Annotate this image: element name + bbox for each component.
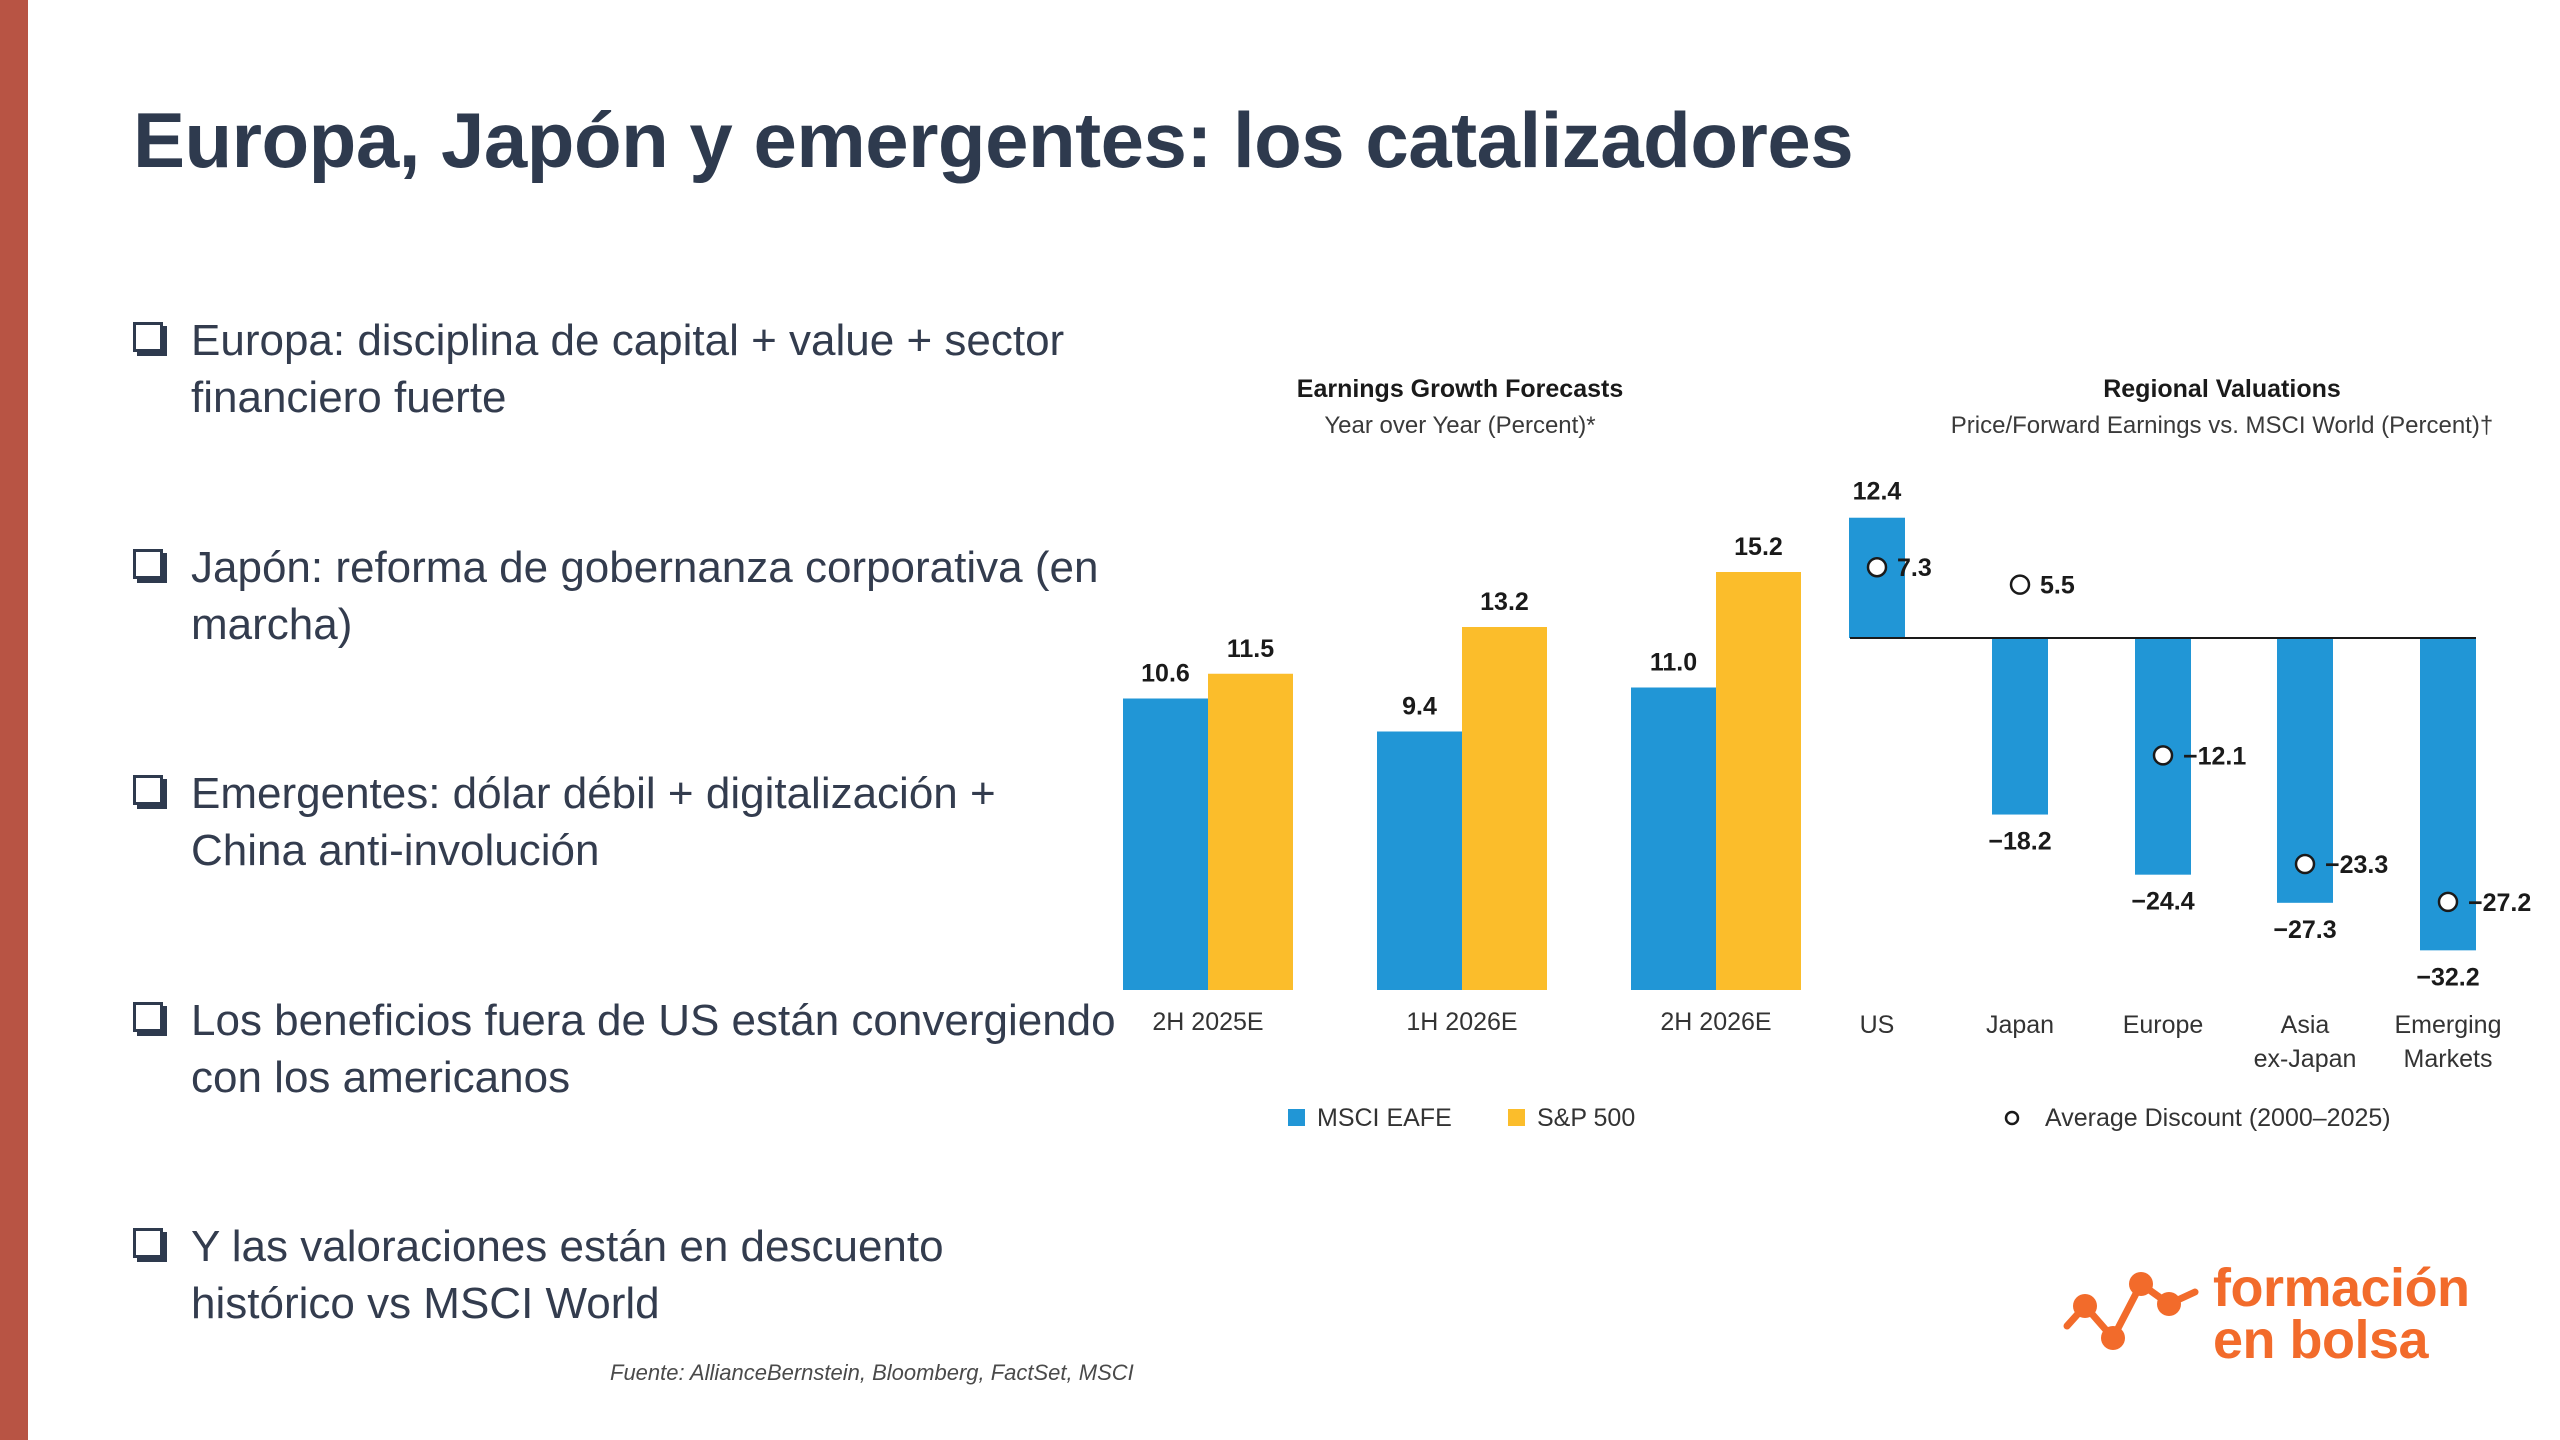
legend-label: Average Discount (2000–2025) xyxy=(2045,1104,2391,1132)
chart-subtitle: Price/Forward Earnings vs. MSCI World (P… xyxy=(1951,412,2493,439)
avg-discount-marker xyxy=(2437,891,2459,913)
source-note: Fuente: AllianceBernstein, Bloomberg, Fa… xyxy=(610,1360,1134,1385)
avg-discount-marker xyxy=(2009,574,2031,595)
bar xyxy=(1208,673,1293,990)
bullet-text: Japón: reforma de gobernanza corporativa… xyxy=(191,543,1099,649)
logo-wordmark: formación en bolsa xyxy=(2213,1258,2470,1370)
tick-label: Emerging xyxy=(2395,1011,2502,1039)
data-label: 15.2 xyxy=(1734,533,1783,561)
data-label: 11.0 xyxy=(1650,649,1697,677)
avg-discount-label: −27.2 xyxy=(2468,889,2531,917)
avg-discount-marker xyxy=(1866,556,1888,578)
chart-title: Earnings Growth Forecasts xyxy=(1297,375,1623,403)
tick-label: Japan xyxy=(1986,1011,2054,1039)
tick-label: Europe xyxy=(2123,1011,2204,1039)
bullet-text: Los beneficios fuera de US están converg… xyxy=(191,996,1116,1102)
bullet-text: Emergentes: dólar débil + digitalización… xyxy=(191,769,996,875)
accent-side-bar xyxy=(0,0,28,1440)
legend-swatch xyxy=(1288,1109,1305,1126)
bullet-text: Europa: disciplina de capital + value + … xyxy=(191,316,1065,422)
chart-title: Regional Valuations xyxy=(2103,375,2341,403)
bullet-text: Y las valoraciones están en descuento hi… xyxy=(191,1222,944,1328)
chart-figure: Earnings Growth Forecasts Year over Year … xyxy=(1123,375,2531,1132)
bullet-item: Japón: reforma de gobernanza corporativa… xyxy=(133,539,1123,653)
checkbox-bullet-icon xyxy=(133,549,163,579)
avg-discount-label: −12.1 xyxy=(2183,742,2246,770)
tick-label: 2H 2026E xyxy=(1660,1008,1771,1036)
checkbox-bullet-icon xyxy=(133,322,163,352)
bullet-item: Y las valoraciones están en descuento hi… xyxy=(133,1218,1123,1332)
bar xyxy=(1631,687,1716,990)
avg-discount-label: 5.5 xyxy=(2040,572,2075,600)
data-label: 11.5 xyxy=(1227,635,1274,663)
legend-swatch xyxy=(1508,1109,1525,1126)
checkbox-bullet-icon xyxy=(133,1002,163,1032)
data-label: −24.4 xyxy=(2131,888,2194,916)
formacion-en-bolsa-logo-icon xyxy=(2063,1272,2199,1350)
earnings-growth-chart: Earnings Growth Forecasts Year over Year … xyxy=(1123,375,1801,1132)
chart-subtitle: Year over Year (Percent)* xyxy=(1324,412,1595,439)
bar xyxy=(1462,627,1547,990)
data-label: 13.2 xyxy=(1480,588,1529,616)
data-label: −18.2 xyxy=(1988,828,2051,856)
bullet-item: Europa: disciplina de capital + value + … xyxy=(133,312,1123,426)
avg-discount-label: −23.3 xyxy=(2325,851,2388,879)
data-label: 12.4 xyxy=(1853,478,1902,506)
tick-label: Markets xyxy=(2404,1045,2493,1073)
bar xyxy=(1377,731,1462,990)
regional-valuations-chart: Regional Valuations Price/Forward Earning… xyxy=(1849,375,2531,1132)
data-label: −32.2 xyxy=(2416,963,2479,991)
bullet-item: Emergentes: dólar débil + digitalización… xyxy=(133,765,1123,879)
logo-line-2: en bolsa xyxy=(2213,1310,2429,1370)
data-label: 10.6 xyxy=(1141,660,1190,688)
bar xyxy=(1849,517,1905,638)
avg-discount-marker xyxy=(2152,745,2174,766)
data-label: −27.3 xyxy=(2273,916,2336,944)
legend-label: MSCI EAFE xyxy=(1317,1104,1452,1132)
bar xyxy=(1716,572,1801,990)
tick-label: 1H 2026E xyxy=(1406,1008,1517,1036)
tick-label: US xyxy=(1860,1011,1895,1039)
tick-label: ex-Japan xyxy=(2254,1045,2357,1073)
bar xyxy=(1123,698,1208,990)
slide-title: Europa, Japón y emergentes: los cataliza… xyxy=(133,96,1854,184)
bar xyxy=(1992,638,2048,815)
legend-label: S&P 500 xyxy=(1537,1104,1635,1132)
data-label: 9.4 xyxy=(1402,693,1437,721)
bullet-item: Los beneficios fuera de US están converg… xyxy=(133,992,1123,1106)
tick-label: 2H 2025E xyxy=(1152,1008,1263,1036)
logo-line-1: formación xyxy=(2213,1258,2470,1318)
checkbox-bullet-icon xyxy=(133,1228,163,1258)
checkbox-bullet-icon xyxy=(133,775,163,805)
tick-label: Asia xyxy=(2281,1011,2330,1039)
avg-discount-marker xyxy=(2294,853,2316,875)
avg-discount-label: 7.3 xyxy=(1897,554,1932,582)
legend-marker xyxy=(2004,1110,2020,1126)
